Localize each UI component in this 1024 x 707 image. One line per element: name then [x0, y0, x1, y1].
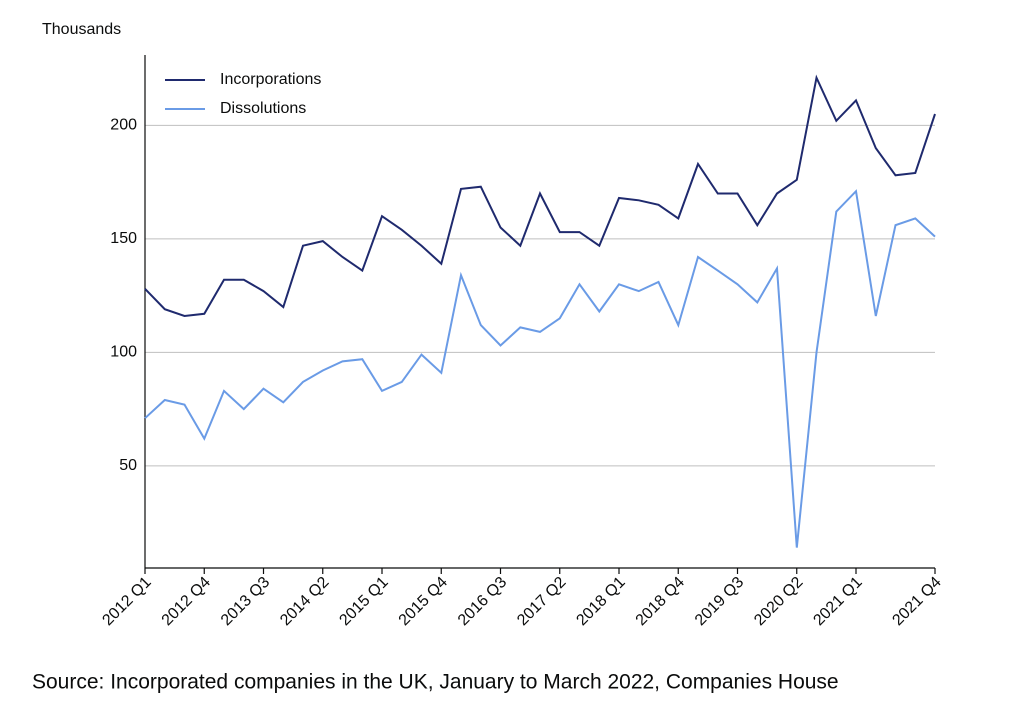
x-tick-label: 2020 Q2 [751, 574, 807, 630]
source-note: Source: Incorporated companies in the UK… [32, 671, 839, 694]
legend-label: Dissolutions [220, 100, 306, 117]
x-tick-label: 2014 Q2 [277, 574, 333, 630]
x-tick-label: 2012 Q4 [159, 574, 215, 630]
y-tick-label: 100 [110, 344, 137, 361]
x-tick-label: 2018 Q4 [633, 574, 689, 630]
y-axis-label: Thousands [42, 21, 121, 38]
x-tick-label: 2016 Q3 [455, 574, 511, 630]
x-tick-label: 2012 Q1 [99, 574, 155, 630]
x-tick-label: 2018 Q1 [573, 574, 629, 630]
legend-label: Incorporations [220, 71, 321, 88]
x-tick-label: 2021 Q1 [810, 574, 866, 630]
series-line [144, 74, 936, 318]
x-tick-label: 2015 Q1 [336, 574, 392, 630]
x-tick-label: 2013 Q3 [218, 574, 274, 630]
y-tick-label: 50 [119, 457, 137, 474]
x-tick-label: 2015 Q4 [396, 574, 452, 630]
x-tick-label: 2017 Q2 [514, 574, 570, 630]
x-tick-label: 2021 Q4 [889, 574, 945, 630]
y-tick-label: 150 [110, 230, 137, 247]
x-tick-label: 2019 Q3 [692, 574, 748, 630]
series-line [144, 189, 936, 548]
y-tick-label: 200 [110, 117, 137, 134]
